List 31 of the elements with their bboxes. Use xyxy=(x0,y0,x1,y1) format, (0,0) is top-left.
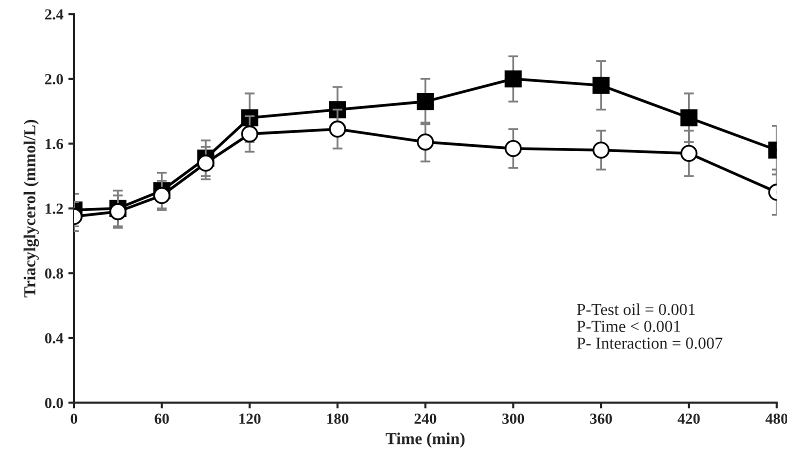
y-tick-label: 1.2 xyxy=(46,204,63,214)
x-tick-label: 120 xyxy=(239,414,261,424)
point xyxy=(416,93,434,110)
y-tick-label: 2.4 xyxy=(45,9,64,20)
point xyxy=(328,120,346,138)
point xyxy=(109,203,126,220)
x-tick-label: 420 xyxy=(678,414,700,424)
y-tick-label: 0.4 xyxy=(45,333,64,344)
x-tick-label: 60 xyxy=(154,414,169,424)
x-tick-label: 180 xyxy=(327,414,348,424)
point xyxy=(504,70,522,88)
x-tick-label: 240 xyxy=(414,414,436,424)
point xyxy=(592,76,610,94)
point xyxy=(197,154,214,172)
point xyxy=(680,144,698,162)
point xyxy=(153,186,170,204)
x-tick-label: 300 xyxy=(502,414,524,424)
y-axis-title: Triacylglycerol (mmol/L) xyxy=(24,120,39,298)
point xyxy=(592,142,610,159)
y-tick-label: 0.0 xyxy=(45,398,63,408)
point xyxy=(680,109,698,126)
y-tick-label: 2.0 xyxy=(45,74,63,84)
x-tick-label: 360 xyxy=(590,414,612,424)
x-tick-label: 0 xyxy=(70,414,78,424)
point xyxy=(241,125,258,142)
x-axis-title: Time (min) xyxy=(386,432,465,448)
point xyxy=(416,133,434,151)
y-tick-label: 1.6 xyxy=(46,138,64,150)
y-tick-label: 0.8 xyxy=(45,268,64,279)
annotation: P-Test oil = 0.001 P-Time < 0.001 P- Interaction = 0.007 xyxy=(576,303,722,349)
point xyxy=(504,140,522,158)
